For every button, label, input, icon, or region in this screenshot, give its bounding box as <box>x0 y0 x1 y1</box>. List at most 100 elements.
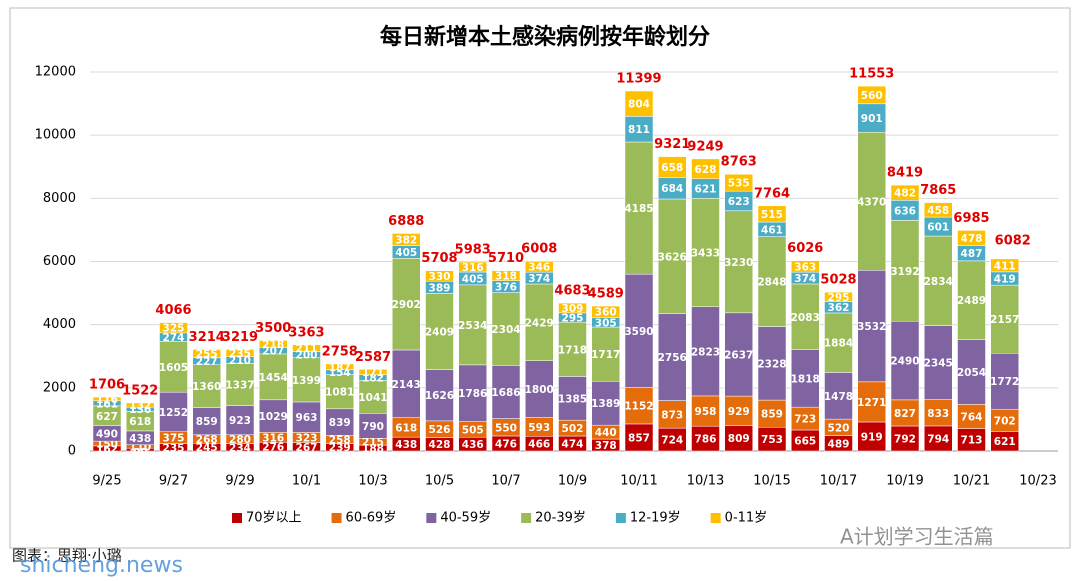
data-label: 268 <box>196 434 218 446</box>
bar-segment <box>259 340 288 348</box>
bar-segment <box>525 283 554 361</box>
data-label: 215 <box>362 437 384 449</box>
bar-segment <box>358 369 388 375</box>
data-label: 116 <box>96 394 118 406</box>
chart-title: 每日新增本土感染病例按年龄划分 <box>380 24 710 50</box>
data-label: 809 <box>728 433 750 445</box>
legend-swatch <box>615 513 626 523</box>
data-label: 560 <box>861 90 883 102</box>
total-label: 5708 <box>421 251 457 266</box>
data-label: 713 <box>961 435 983 447</box>
data-label: 1389 <box>591 398 620 410</box>
total-label: 8763 <box>721 155 757 170</box>
data-label: 276 <box>262 442 284 454</box>
data-label: 2054 <box>957 367 986 379</box>
data-label: 2304 <box>491 324 520 336</box>
y-tick-label: 8000 <box>43 191 76 206</box>
x-tick-label: 10/3 <box>358 474 387 489</box>
data-label: 790 <box>362 421 384 433</box>
data-label: 1385 <box>558 393 587 405</box>
data-label: 827 <box>894 408 916 420</box>
bar-segment <box>691 158 720 179</box>
data-label: 804 <box>628 99 650 111</box>
bar-segment <box>392 233 421 246</box>
bar-segment <box>724 173 753 192</box>
data-label: 684 <box>661 183 683 195</box>
bar-segment <box>857 421 886 452</box>
bar-segment <box>225 405 255 436</box>
data-label: 280 <box>229 434 251 446</box>
bar-segment <box>458 261 487 273</box>
data-label: 218 <box>262 339 284 351</box>
total-label: 5028 <box>820 273 856 288</box>
legend-label: 0-11岁 <box>725 511 768 526</box>
data-label: 505 <box>462 424 484 436</box>
data-label: 2429 <box>525 317 554 329</box>
bar-segment <box>325 408 354 436</box>
bar-segment <box>358 380 388 414</box>
x-tick-label: 10/11 <box>620 474 657 489</box>
total-label: 4683 <box>554 284 590 299</box>
data-label: 305 <box>595 317 617 329</box>
bar-segment <box>724 395 753 426</box>
bar-segment <box>890 320 920 401</box>
bar-segment <box>924 425 953 452</box>
legend-label: 60-69岁 <box>346 511 397 526</box>
x-tick-label: 10/13 <box>687 474 724 489</box>
data-label: 440 <box>595 427 617 439</box>
data-label: 3433 <box>691 248 720 260</box>
total-label: 8419 <box>887 166 923 181</box>
data-label: 621 <box>695 184 717 196</box>
data-label: 665 <box>794 435 816 447</box>
bar-segment <box>425 270 454 282</box>
data-label: 1884 <box>824 338 853 350</box>
data-label: 3532 <box>857 321 886 333</box>
bar-segment <box>525 260 554 273</box>
data-label: 1041 <box>358 392 387 404</box>
data-label: 535 <box>728 178 750 190</box>
x-tick-label: 10/19 <box>886 474 923 489</box>
data-label: 1152 <box>624 401 653 413</box>
data-label: 171 <box>362 367 384 379</box>
data-label: 411 <box>994 260 1016 272</box>
data-label: 1478 <box>824 391 853 403</box>
data-label: 150 <box>96 439 118 451</box>
bar-segment <box>658 156 687 178</box>
data-label: 1605 <box>159 362 188 374</box>
bar-segment <box>691 306 720 397</box>
x-tick-label: 10/5 <box>425 474 454 489</box>
bar-segment <box>957 230 986 246</box>
bar-segment <box>757 399 787 428</box>
x-tick-label: 10/23 <box>1019 474 1056 489</box>
bar-segment <box>924 399 953 427</box>
bar-segment <box>658 313 687 401</box>
y-tick-label: 12000 <box>35 65 76 80</box>
data-label: 3626 <box>658 251 687 263</box>
data-label: 363 <box>794 261 816 273</box>
data-label: 502 <box>562 423 584 435</box>
data-label: 627 <box>96 411 118 423</box>
data-label: 376 <box>495 282 517 294</box>
total-label: 7764 <box>754 186 790 201</box>
data-label: 2834 <box>924 276 953 288</box>
data-label: 901 <box>861 113 883 125</box>
x-tick-label: 9/27 <box>159 474 188 489</box>
data-label: 362 <box>828 302 850 314</box>
bar-segment <box>924 325 953 400</box>
data-label: 234 <box>229 442 251 454</box>
data-label: 258 <box>329 434 351 446</box>
bar-segment <box>458 364 487 422</box>
legend-swatch <box>710 513 721 523</box>
data-label: 210 <box>229 355 251 367</box>
bar-segment <box>192 364 221 408</box>
data-label: 1718 <box>558 344 587 356</box>
total-label: 6026 <box>787 241 823 256</box>
data-label: 200 <box>296 350 318 362</box>
data-label: 182 <box>362 373 384 385</box>
data-label: 330 <box>429 271 451 283</box>
data-label: 438 <box>395 439 417 451</box>
data-label: 958 <box>695 406 717 418</box>
bar-segment <box>624 116 654 143</box>
